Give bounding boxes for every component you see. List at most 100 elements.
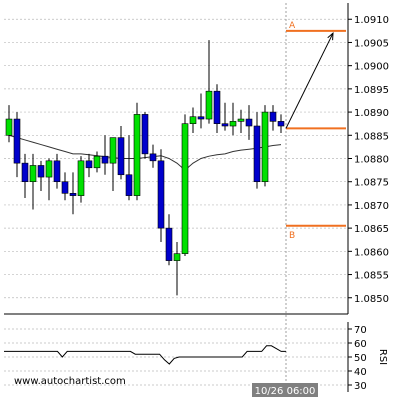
candle-body bbox=[245, 118, 253, 127]
candle bbox=[277, 114, 285, 133]
time-label-box bbox=[252, 383, 318, 397]
candle-body bbox=[157, 160, 165, 229]
rsi-tick-label: 40 bbox=[354, 367, 367, 378]
candle bbox=[5, 105, 13, 143]
rsi-panel: 70 60 50 40 30 RSI bbox=[4, 322, 388, 392]
candle bbox=[173, 242, 181, 296]
candle bbox=[141, 112, 149, 159]
candle bbox=[229, 102, 237, 136]
rsi-tick-label: 60 bbox=[354, 339, 367, 350]
price-tick-label: 1.0880 bbox=[354, 155, 389, 166]
levels-layer: AB bbox=[285, 21, 346, 241]
candle-body bbox=[229, 121, 237, 127]
candle bbox=[221, 102, 229, 131]
price-tick-label: 1.0850 bbox=[354, 294, 389, 305]
candle bbox=[101, 135, 109, 175]
candle-body bbox=[181, 123, 189, 254]
candle bbox=[181, 114, 189, 256]
candle bbox=[213, 84, 221, 133]
candle bbox=[261, 105, 269, 187]
candle bbox=[29, 153, 37, 210]
candle bbox=[37, 160, 45, 191]
candle bbox=[269, 105, 277, 131]
candle-body bbox=[77, 160, 85, 196]
candle-body bbox=[101, 155, 109, 164]
candle bbox=[85, 153, 93, 178]
candle bbox=[61, 172, 69, 201]
candle bbox=[93, 151, 101, 173]
price-tick-label: 1.0900 bbox=[354, 62, 389, 73]
candle-body bbox=[29, 165, 37, 183]
rsi-line bbox=[4, 345, 286, 365]
candle bbox=[125, 135, 133, 201]
candle bbox=[13, 112, 21, 178]
candle bbox=[117, 126, 125, 180]
rsi-tick-label: 70 bbox=[354, 325, 367, 336]
candle-body bbox=[165, 227, 173, 261]
time-label-text: 10/26 06:00 bbox=[255, 386, 316, 397]
candle bbox=[245, 105, 253, 140]
candle-body bbox=[93, 155, 101, 169]
candle-body bbox=[53, 160, 61, 183]
candle-body bbox=[197, 116, 205, 120]
price-tick-label: 1.0860 bbox=[354, 247, 389, 258]
candle-body bbox=[13, 118, 21, 164]
candle bbox=[69, 172, 77, 215]
price-tick-label: 1.0865 bbox=[354, 224, 389, 235]
candle-body bbox=[221, 123, 229, 127]
price-tick-label: 1.0905 bbox=[354, 38, 389, 49]
price-tick-label: 1.0890 bbox=[354, 108, 389, 119]
level-b-label: B bbox=[289, 231, 295, 241]
candle bbox=[53, 153, 61, 189]
candle bbox=[189, 107, 197, 133]
price-tick-label: 1.0885 bbox=[354, 131, 389, 142]
candle bbox=[77, 156, 85, 203]
candle bbox=[149, 144, 157, 168]
candle-body bbox=[189, 116, 197, 124]
candle bbox=[165, 214, 173, 266]
candle-body bbox=[37, 165, 45, 178]
candle-body bbox=[149, 153, 157, 162]
candle bbox=[205, 40, 213, 124]
price-tick-label: 1.0910 bbox=[354, 15, 389, 26]
rsi-tick-label: 50 bbox=[354, 353, 367, 364]
candle-body bbox=[277, 121, 285, 127]
candle-body bbox=[5, 118, 13, 136]
candle bbox=[133, 102, 141, 201]
candle-body bbox=[61, 181, 69, 194]
price-axis: 1.0910 1.0905 1.0900 1.0895 1.0890 1.0885 1.08… bbox=[4, 3, 389, 315]
candle bbox=[45, 158, 53, 201]
candle-body bbox=[173, 253, 181, 261]
candle-body bbox=[237, 118, 245, 122]
price-grid bbox=[4, 3, 348, 392]
candle-body bbox=[125, 174, 133, 196]
price-tick-label: 1.0855 bbox=[354, 271, 389, 282]
price-tick-label: 1.0895 bbox=[354, 85, 389, 96]
candle-body bbox=[85, 160, 93, 169]
candle-body bbox=[261, 111, 269, 183]
candle bbox=[253, 112, 261, 189]
price-tick-label: 1.0875 bbox=[354, 178, 389, 189]
candle-body bbox=[205, 90, 213, 120]
candle-body bbox=[21, 162, 29, 183]
candle-body bbox=[141, 114, 149, 155]
candles-layer bbox=[5, 40, 285, 296]
candle-body bbox=[45, 160, 53, 178]
rsi-tick-label: 30 bbox=[354, 381, 367, 392]
candle bbox=[109, 137, 117, 191]
candle-body bbox=[253, 125, 261, 183]
candle bbox=[157, 149, 165, 243]
candle-body bbox=[69, 193, 77, 196]
candle bbox=[21, 153, 29, 198]
candle-body bbox=[133, 114, 141, 196]
candle-body bbox=[109, 137, 117, 164]
forecast-arrow-head bbox=[327, 32, 334, 41]
candle-body bbox=[269, 111, 277, 122]
forecast-arrow bbox=[285, 32, 334, 129]
rsi-axis-label: RSI bbox=[377, 349, 388, 365]
level-a-label: A bbox=[289, 21, 296, 31]
price-tick-label: 1.0870 bbox=[354, 201, 389, 212]
